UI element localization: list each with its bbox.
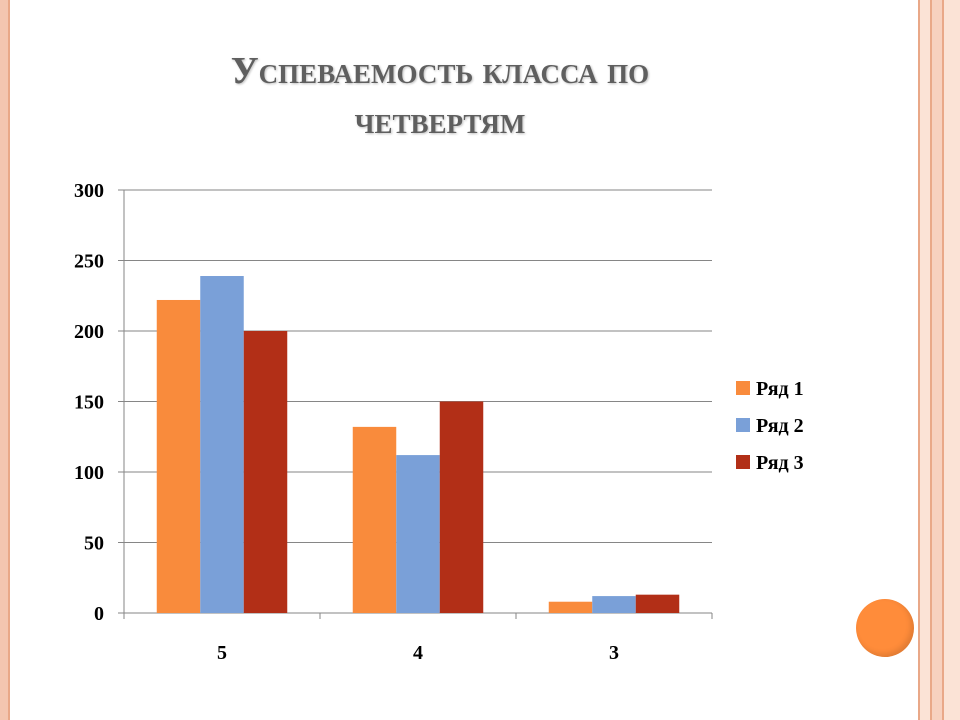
decorative-circle <box>856 599 914 657</box>
bar-Ряд 2-5 <box>200 276 244 613</box>
bar-Ряд 3-4 <box>439 401 484 613</box>
y-tick-label: 100 <box>74 462 104 484</box>
bar-Ряд 1-4 <box>352 426 397 613</box>
y-tick-label: 150 <box>74 392 104 414</box>
bar-Ряд 2-3 <box>592 596 636 613</box>
y-tick-label: 200 <box>74 321 104 343</box>
legend-swatch <box>736 455 750 469</box>
legend-swatch <box>736 418 750 432</box>
x-tick-label: 4 <box>413 642 423 664</box>
y-tick-label: 50 <box>84 533 104 555</box>
x-tick-label: 3 <box>609 642 619 664</box>
bar-Ряд 1-5 <box>156 299 201 613</box>
x-tick-label: 5 <box>217 642 227 664</box>
y-axis-tick-labels: 0 50 100 150 200 250 300 <box>74 180 104 625</box>
y-tick-label: 300 <box>74 180 104 202</box>
legend-swatch <box>736 381 750 395</box>
bar-Ряд 3-5 <box>243 331 288 613</box>
bar-Ряд 2-4 <box>396 455 440 613</box>
slide-right-border <box>916 0 960 720</box>
legend-label: Ряд 2 <box>756 415 804 437</box>
x-axis-tick-labels: 5 4 3 <box>217 642 619 664</box>
slide-left-border <box>0 0 10 720</box>
y-tick-label: 0 <box>94 603 104 625</box>
legend-label: Ряд 1 <box>756 378 804 400</box>
chart-legend: Ряд 1 Ряд 2 Ряд 3 <box>736 378 804 474</box>
bar-Ряд 3-3 <box>635 594 680 613</box>
bar-Ряд 1-3 <box>548 601 593 613</box>
legend-label: Ряд 3 <box>756 452 804 474</box>
y-tick-label: 250 <box>74 251 104 273</box>
slide-title: Успеваемость класса по четвертям <box>230 50 650 142</box>
chart-bars <box>156 276 680 613</box>
